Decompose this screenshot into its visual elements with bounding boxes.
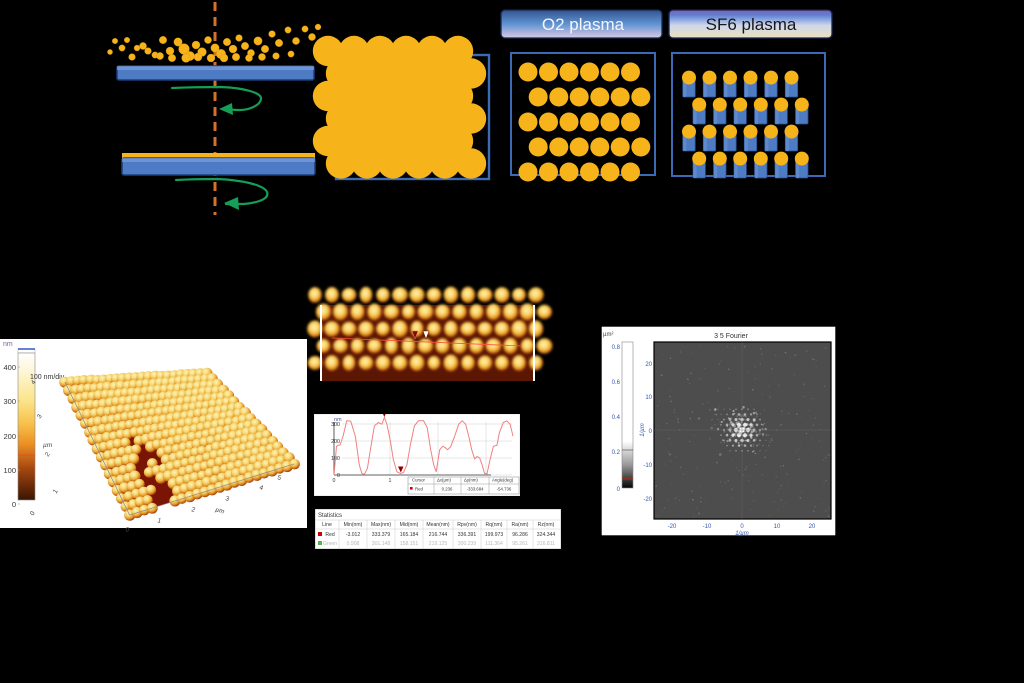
- svg-text:Mid(nm): Mid(nm): [400, 522, 419, 528]
- svg-text:324.344: 324.344: [537, 532, 556, 538]
- svg-text:111.364: 111.364: [485, 541, 503, 547]
- svg-text:-10: -10: [643, 463, 652, 469]
- svg-text:10: 10: [645, 395, 652, 401]
- svg-text:336.391: 336.391: [458, 532, 477, 538]
- svg-text:0.6: 0.6: [612, 380, 621, 386]
- svg-text:316.811: 316.811: [537, 541, 555, 547]
- svg-text:µm: µm: [43, 442, 53, 449]
- svg-text:0.2: 0.2: [612, 450, 621, 456]
- svg-text:Cursor: Cursor: [412, 478, 425, 483]
- svg-text:0: 0: [337, 473, 340, 479]
- svg-text:95.261: 95.261: [512, 541, 528, 547]
- svg-text:219.125: 219.125: [429, 541, 448, 547]
- svg-text:100 nm/div: 100 nm/div: [30, 374, 65, 381]
- svg-text:nm: nm: [3, 341, 13, 348]
- svg-text:Rz(nm): Rz(nm): [538, 522, 555, 528]
- svg-text:Min(nm): Min(nm): [344, 522, 363, 528]
- svg-text:10: 10: [774, 524, 781, 530]
- svg-text:333.379: 333.379: [372, 532, 391, 538]
- svg-text:SF6 plasma: SF6 plasma: [706, 15, 797, 34]
- svg-text:200: 200: [3, 432, 16, 441]
- svg-text:Green: Green: [323, 541, 337, 547]
- svg-text:-20: -20: [643, 497, 652, 503]
- svg-text:Angle(deg): Angle(deg): [492, 478, 514, 483]
- svg-text:200: 200: [331, 439, 340, 445]
- svg-text:0.8: 0.8: [612, 345, 621, 351]
- svg-text:Rq(nm): Rq(nm): [486, 522, 503, 528]
- svg-text:301.148: 301.148: [372, 541, 391, 547]
- svg-text:300: 300: [331, 422, 340, 428]
- svg-text:300.239: 300.239: [458, 541, 477, 547]
- svg-text:0: 0: [333, 478, 336, 484]
- svg-text:-10: -10: [703, 524, 712, 530]
- svg-text:1: 1: [389, 478, 392, 484]
- svg-text:-3.012: -3.012: [346, 532, 361, 538]
- svg-text:-333.684: -333.684: [467, 487, 485, 492]
- svg-text:Δx(μm): Δx(μm): [437, 478, 452, 483]
- svg-text:Statistics: Statistics: [318, 513, 342, 519]
- svg-text:400: 400: [3, 363, 16, 372]
- svg-text:300: 300: [3, 397, 16, 406]
- svg-text:20: 20: [645, 362, 652, 368]
- svg-text:-20: -20: [668, 524, 677, 530]
- svg-text:Line: Line: [322, 522, 332, 528]
- svg-text:1/µm: 1/µm: [640, 423, 646, 436]
- svg-text:Red: Red: [325, 532, 335, 538]
- svg-text:Δy(nm): Δy(nm): [464, 478, 478, 483]
- svg-text:0.908: 0.908: [347, 541, 360, 547]
- svg-text:158.151: 158.151: [400, 541, 419, 547]
- svg-text:0: 0: [124, 526, 130, 534]
- svg-text:µm²: µm²: [603, 332, 613, 338]
- svg-text:216.744: 216.744: [429, 532, 448, 538]
- svg-text:0.4: 0.4: [612, 415, 621, 421]
- svg-text:O2 plasma: O2 plasma: [542, 15, 625, 34]
- svg-text:165.184: 165.184: [400, 532, 419, 538]
- svg-text:96.286: 96.286: [512, 532, 528, 538]
- svg-text:20: 20: [809, 524, 816, 530]
- svg-text:-54.736: -54.736: [497, 487, 512, 492]
- svg-text:0: 0: [12, 500, 16, 509]
- svg-text:Ra(nm): Ra(nm): [512, 522, 529, 528]
- svg-text:199.973: 199.973: [485, 532, 504, 538]
- svg-text:Max(nm): Max(nm): [371, 522, 391, 528]
- svg-text:1/µm: 1/µm: [735, 531, 748, 537]
- svg-text:100: 100: [3, 466, 16, 475]
- svg-text:Red: Red: [415, 487, 423, 492]
- svg-text:Rpv(nm): Rpv(nm): [457, 522, 477, 528]
- svg-text:Mean(nm): Mean(nm): [426, 522, 450, 528]
- svg-text:0.236: 0.236: [442, 487, 453, 492]
- svg-text:3 5 Fourier: 3 5 Fourier: [714, 333, 749, 340]
